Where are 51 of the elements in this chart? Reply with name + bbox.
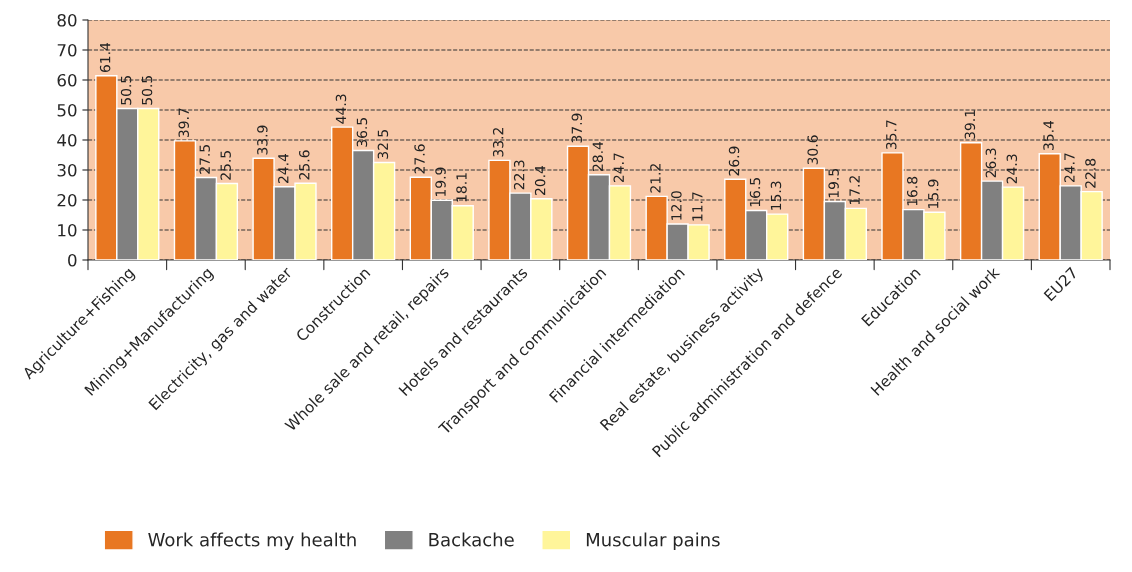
y-tick-label: 50 bbox=[57, 103, 77, 117]
data-label: 33.9 bbox=[257, 125, 268, 155]
data-label: 36.5 bbox=[356, 118, 368, 147]
data-label: 21.2 bbox=[650, 164, 661, 193]
y-tick-label: 40 bbox=[57, 133, 77, 147]
data-label: 35.4 bbox=[1043, 120, 1054, 150]
data-label: 18.1 bbox=[456, 173, 467, 202]
data-label: 19.9 bbox=[435, 167, 446, 196]
data-label: 26.9 bbox=[728, 146, 740, 176]
y-tick-label: 30 bbox=[57, 163, 77, 177]
data-label: 24.7 bbox=[1064, 153, 1075, 183]
data-label: 28.4 bbox=[592, 141, 604, 171]
legend-label: Work affects my health bbox=[148, 532, 356, 550]
data-label: 27.5 bbox=[199, 145, 210, 174]
data-label: 16.8 bbox=[906, 176, 918, 206]
data-label: 24.7 bbox=[613, 153, 624, 183]
data-label: 15.3 bbox=[770, 181, 782, 210]
data-label: 32.5 bbox=[377, 130, 389, 159]
data-label: 24.4 bbox=[278, 153, 289, 183]
data-label: 22.8 bbox=[1085, 158, 1096, 188]
data-label: 35.7 bbox=[886, 120, 897, 150]
data-label: 30.6 bbox=[807, 135, 818, 165]
data-label: 20.4 bbox=[534, 165, 546, 195]
data-label: 39.1 bbox=[964, 110, 976, 139]
y-tick-label: 80 bbox=[57, 13, 77, 27]
data-label: 24.3 bbox=[1006, 154, 1018, 184]
legend-label: Backache bbox=[429, 532, 514, 547]
y-tick-label: 10 bbox=[58, 223, 77, 237]
data-label: 37.9 bbox=[571, 113, 583, 143]
y-tick-label: 0 bbox=[68, 253, 77, 267]
data-label: 12.0 bbox=[671, 191, 682, 220]
data-label: 50.5 bbox=[120, 76, 132, 105]
data-label: 19.5 bbox=[828, 169, 839, 198]
data-label: 16.5 bbox=[749, 178, 761, 207]
data-label: 22.3 bbox=[513, 160, 525, 190]
y-tick-label: 60 bbox=[57, 73, 77, 87]
y-tick-label: 20 bbox=[57, 193, 77, 207]
y-tick-label: 70 bbox=[57, 43, 77, 57]
data-label: 25.5 bbox=[220, 151, 231, 180]
data-label: 11.7 bbox=[692, 192, 703, 221]
data-label: 27.6 bbox=[414, 144, 425, 174]
data-label: 61.4 bbox=[99, 42, 111, 73]
data-label: 17.2 bbox=[849, 176, 860, 205]
data-label: 25.6 bbox=[299, 150, 310, 180]
data-label: 33.2 bbox=[492, 128, 504, 157]
data-label: 15.9 bbox=[927, 179, 939, 208]
data-label: 39.7 bbox=[178, 108, 189, 138]
data-label: 50.5 bbox=[141, 76, 153, 105]
data-label: 44.3 bbox=[335, 94, 347, 124]
data-label: 26.3 bbox=[985, 148, 997, 178]
legend-label: Muscular pains bbox=[586, 532, 720, 550]
